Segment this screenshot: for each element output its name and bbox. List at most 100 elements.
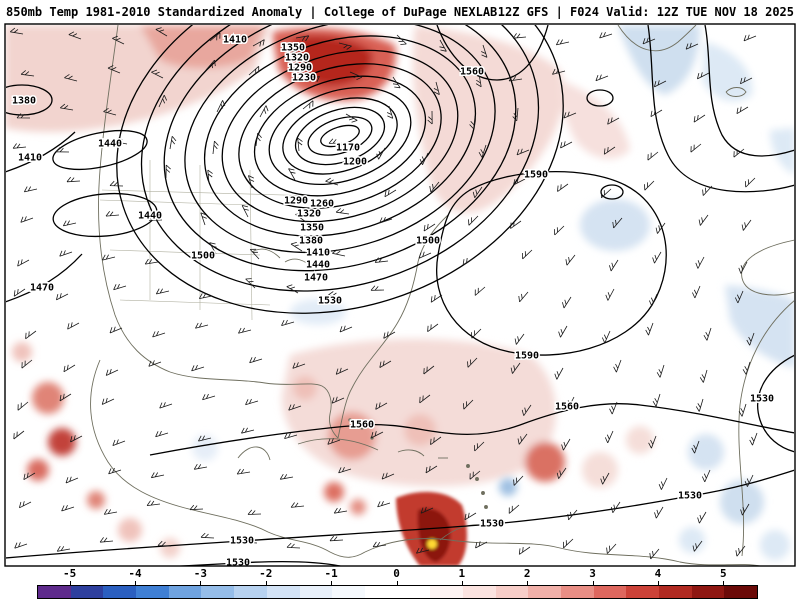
model-valid-time: 12Z GFS | F024 Valid: 12Z TUE NOV 18 202… — [497, 5, 794, 19]
border-line — [99, 199, 251, 206]
contour-label: 1410 — [223, 35, 247, 46]
wind-barb — [16, 113, 31, 119]
wind-barb — [607, 117, 620, 125]
height-contour — [149, 403, 794, 456]
island — [348, 418, 352, 422]
wind-barb — [333, 507, 348, 514]
colorbar-segment — [38, 586, 71, 598]
colorbar-segment — [201, 586, 235, 598]
colorbar-tick-mark — [461, 581, 463, 585]
wind-barb — [370, 285, 385, 291]
cool-shade — [720, 480, 764, 524]
anomaly-shading-cool — [192, 25, 794, 560]
wind-barb — [464, 512, 477, 521]
coastline-greenland — [617, 25, 697, 52]
warm-shade — [87, 491, 105, 509]
wind-barb — [216, 100, 226, 113]
wind-barb — [510, 220, 522, 229]
contour-label: 1380 — [299, 236, 323, 247]
colorbar-tick-mark — [265, 581, 267, 585]
wind-barb — [59, 250, 73, 257]
contour-label: 1530 — [480, 519, 504, 530]
warm-shade — [417, 508, 451, 562]
contour-label: 1440 — [306, 260, 330, 271]
wind-barb — [522, 249, 533, 260]
wind-barb — [335, 208, 350, 215]
wind-barb — [290, 502, 305, 508]
wind-barb — [605, 288, 615, 301]
wind-barb — [433, 81, 440, 95]
colorbar-segment — [70, 586, 104, 598]
colorbar-tick-label: -3 — [193, 567, 208, 580]
wind-barb — [375, 402, 388, 410]
wind-barb — [381, 472, 395, 480]
colorbar-tick-label: -4 — [128, 567, 142, 580]
wind-barb — [25, 330, 37, 340]
wind-barb — [62, 220, 77, 227]
colorbar-tick-label: 1 — [458, 567, 466, 580]
cool-shade — [499, 478, 517, 496]
colorbar-strip — [37, 585, 758, 599]
wind-barb — [419, 152, 429, 165]
cool-shade — [618, 25, 700, 95]
wind-barb — [292, 362, 306, 369]
wind-barb — [113, 137, 128, 145]
height-contour — [307, 116, 373, 156]
border-line — [119, 299, 271, 306]
colorbar-tick-mark — [657, 581, 659, 585]
wind-barb — [601, 330, 611, 344]
wind-barb — [286, 542, 301, 549]
coastline-iceland — [725, 87, 747, 97]
wind-barb — [560, 141, 573, 149]
colorbar-segment — [724, 586, 758, 598]
colorbar-tick-label: -1 — [324, 567, 338, 580]
wind-barb — [252, 39, 265, 47]
coastline — [98, 25, 171, 373]
wind-barb — [56, 293, 69, 301]
wind-barb — [17, 401, 29, 411]
colorbar-segment — [430, 586, 463, 598]
height-contour — [52, 192, 158, 238]
wind-barb — [512, 107, 519, 122]
warm-shade — [324, 482, 344, 502]
cool-shade — [290, 299, 346, 325]
cool-shade — [702, 42, 753, 102]
height-contour — [170, 560, 344, 566]
wind-barb — [690, 143, 702, 153]
height-contour — [184, 25, 496, 254]
wind-barb — [306, 76, 320, 83]
wind-barb — [209, 32, 221, 42]
wind-barb — [652, 251, 662, 264]
wind-barb — [191, 364, 205, 372]
wind-barb — [209, 242, 217, 255]
wind-barb — [249, 356, 263, 364]
wind-barb — [23, 472, 36, 481]
wind-barb — [652, 393, 661, 407]
colorbar-tick-mark — [135, 581, 137, 585]
wind-barb — [738, 261, 748, 274]
cool-shade — [770, 128, 794, 175]
wind-barb — [67, 322, 80, 330]
height-contour — [647, 25, 794, 193]
wind-barb — [105, 211, 120, 217]
wind-barb — [155, 288, 170, 295]
wind-barb — [642, 37, 656, 45]
wind-barb — [644, 180, 655, 191]
wind-barb — [386, 105, 394, 119]
colorbar-segment — [103, 586, 137, 598]
wind-barb — [302, 100, 314, 110]
contour-label: 1560 — [460, 67, 484, 78]
wind-barb — [288, 404, 302, 411]
colorbar-tick-label: 2 — [523, 567, 531, 580]
wind-barb — [157, 540, 172, 547]
title-bar: 850mb Temp 1981-2010 Standardized Anomal… — [0, 0, 800, 24]
wind-barb — [328, 291, 342, 299]
wind-barb — [284, 432, 298, 439]
wind-barb — [377, 501, 391, 508]
contour-label: 1350 — [300, 223, 324, 234]
wind-barb — [685, 42, 699, 50]
wind-barb — [691, 440, 700, 454]
cool-shade — [725, 285, 794, 368]
contour-label: 1500 — [416, 236, 440, 247]
wind-barb — [746, 332, 755, 346]
